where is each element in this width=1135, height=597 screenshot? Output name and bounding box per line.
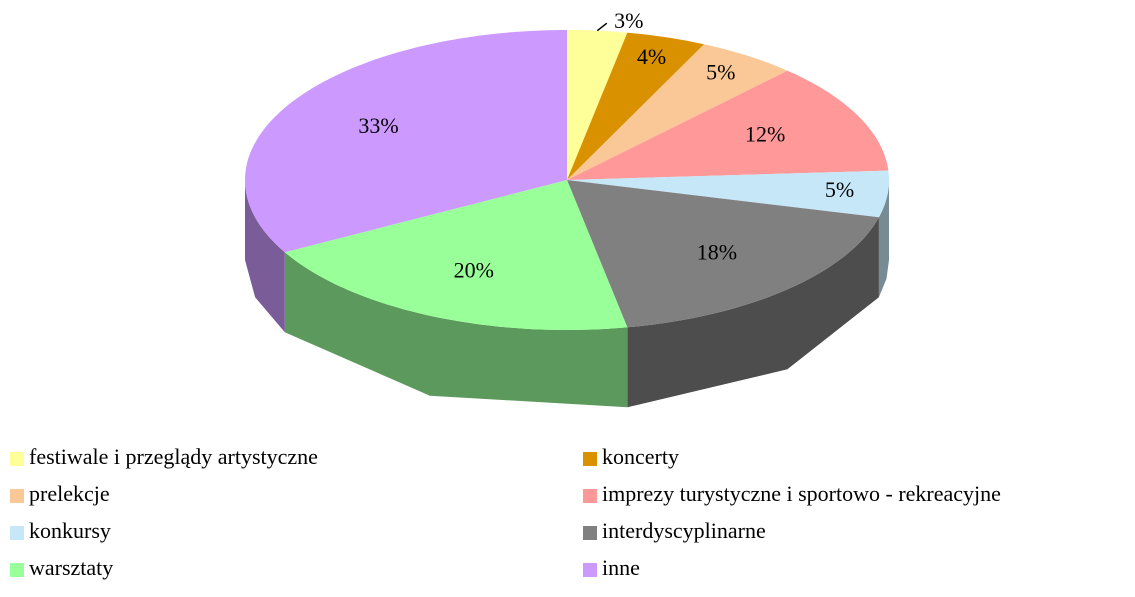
data-label: 4% [637, 44, 666, 69]
pie-slice [567, 44, 788, 180]
data-label: 18% [697, 239, 737, 264]
pie-side [284, 252, 628, 408]
pie-side [878, 180, 889, 298]
legend-label: koncerty [602, 444, 679, 469]
legend-swatch [10, 563, 24, 577]
pie-slice [567, 70, 889, 180]
pie-slice [245, 30, 567, 253]
legend-label: inne [602, 555, 640, 580]
pie-side [245, 180, 285, 333]
pie-slice [567, 30, 628, 180]
legend-label: warsztaty [29, 555, 113, 580]
legend-label: konkursy [29, 518, 111, 543]
legend-label: festiwale i przeglądy artystyczne [29, 444, 318, 469]
legend-swatch [583, 563, 597, 577]
legend-label: interdyscyplinarne [602, 518, 766, 543]
pie-slice [567, 32, 705, 181]
legend-swatch [583, 489, 597, 503]
pie-slice [567, 180, 879, 328]
data-label: 5% [825, 177, 854, 202]
legend-label: imprezy turystyczne i sportowo - rekreac… [602, 481, 1001, 506]
pie-slice [284, 180, 628, 330]
data-label: 3% [614, 8, 643, 33]
legend-swatch [583, 452, 597, 466]
data-label: 20% [454, 257, 494, 282]
data-label: 33% [358, 113, 398, 138]
data-label: 5% [706, 60, 735, 85]
legend-swatch [10, 452, 24, 466]
leader-line [596, 22, 608, 32]
legend-swatch [583, 526, 597, 540]
data-label: 12% [745, 122, 785, 147]
legend-swatch [10, 526, 24, 540]
pie-side [627, 217, 879, 408]
pie-slice [567, 170, 889, 218]
legend-swatch [10, 489, 24, 503]
legend-label: prelekcje [29, 481, 110, 506]
